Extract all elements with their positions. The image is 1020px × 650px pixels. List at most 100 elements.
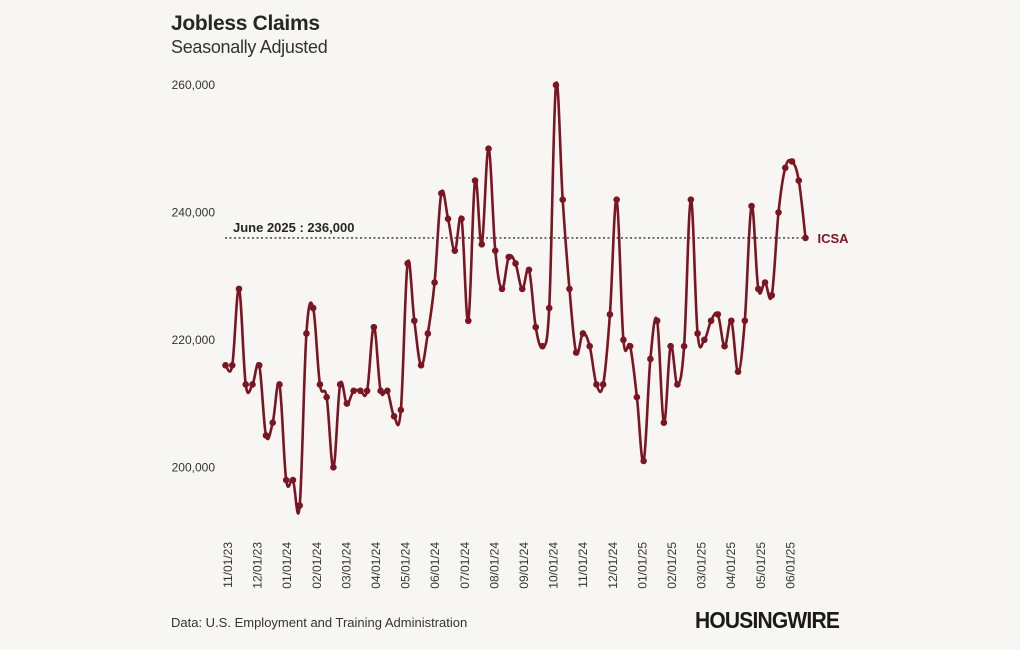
data-point (687, 196, 695, 203)
data-point (485, 145, 492, 153)
data-point (424, 330, 432, 337)
x-tick-label: 06/01/24 (428, 542, 442, 589)
data-point (289, 476, 297, 484)
data-point (350, 387, 357, 395)
data-point (640, 457, 647, 465)
chart-title: Jobless Claims (171, 12, 320, 35)
data-point (323, 393, 330, 401)
data-point (451, 247, 459, 254)
y-axis: 200,000 220,000 240,000 260,000 (172, 78, 216, 474)
x-axis: 11/01/23 12/01/23 01/01/24 02/01/24 03/01/24… (221, 542, 797, 589)
data-point (228, 362, 236, 369)
source-note: Data: U.S. Employment and Training Admin… (171, 615, 468, 630)
x-tick-label: 01/01/25 (635, 542, 649, 589)
x-tick-label: 04/01/24 (369, 542, 383, 589)
chart-subtitle: Seasonally Adjusted (171, 37, 328, 57)
x-tick-label: 05/01/25 (754, 542, 768, 589)
data-point (249, 381, 256, 388)
line-chart: 200,000 220,000 240,000 260,000 11/01/23 12/… (172, 78, 850, 589)
data-point (768, 291, 776, 299)
data-point (707, 317, 715, 325)
data-point (633, 393, 641, 401)
data-point (370, 323, 378, 331)
data-point (781, 164, 789, 172)
y-tick-label: 260,000 (172, 78, 216, 92)
data-point (357, 387, 364, 395)
data-point (235, 285, 243, 293)
data-point (701, 336, 708, 344)
data-point (404, 260, 411, 267)
data-point (721, 342, 728, 350)
data-point (417, 362, 425, 369)
x-tick-label: 11/01/24 (576, 542, 590, 588)
data-point (775, 209, 782, 216)
data-point (539, 342, 546, 350)
data-point (478, 240, 486, 248)
data-point (343, 400, 351, 407)
x-tick-label: 03/01/25 (695, 542, 709, 589)
data-point (384, 387, 391, 395)
data-point (363, 387, 371, 395)
data-point (525, 266, 533, 274)
y-tick-label: 220,000 (172, 333, 216, 347)
data-point (653, 317, 661, 325)
data-point (255, 362, 263, 369)
data-point (734, 368, 742, 376)
data-point (579, 330, 587, 337)
data-point (559, 196, 567, 203)
data-point (626, 342, 634, 350)
x-tick-label: 04/01/25 (724, 542, 738, 589)
data-point (599, 381, 607, 388)
data-point (754, 285, 762, 293)
data-point (741, 317, 749, 325)
x-tick-label: 08/01/24 (487, 542, 501, 589)
data-point (748, 202, 755, 210)
data-point (788, 158, 796, 165)
data-point (667, 342, 674, 350)
data-point (491, 247, 499, 254)
series-label: ICSA (818, 231, 850, 246)
data-point (795, 177, 803, 184)
data-point (593, 381, 600, 388)
data-point (728, 317, 735, 325)
data-point (802, 234, 809, 242)
data-point (444, 215, 452, 223)
reference-line-group: June 2025 : 236,000 (225, 220, 808, 239)
data-point (464, 317, 472, 325)
data-point (761, 279, 769, 286)
data-point (647, 355, 654, 363)
housingwire-logo: HOUSINGWIRE (695, 608, 840, 634)
data-point (512, 260, 519, 267)
x-tick-label: 02/01/24 (310, 542, 324, 589)
data-point (431, 279, 438, 286)
data-point (262, 432, 270, 439)
data-point (586, 342, 593, 350)
data-point (303, 330, 310, 337)
data-point (377, 387, 384, 395)
data-point (680, 342, 688, 350)
data-point (552, 81, 560, 89)
x-tick-label: 11/01/23 (221, 542, 235, 588)
data-point (545, 304, 553, 312)
x-tick-label: 02/01/25 (665, 542, 679, 589)
data-point (606, 311, 614, 318)
data-point (532, 323, 540, 331)
series-line-icsa (224, 81, 807, 515)
data-point (438, 190, 445, 197)
x-tick-label: 12/01/23 (251, 542, 265, 589)
x-tick-label: 06/01/25 (783, 542, 797, 589)
data-point (316, 381, 324, 388)
x-tick-label: 09/01/24 (517, 542, 531, 589)
data-point (674, 381, 681, 388)
data-point (411, 317, 418, 325)
x-tick-label: 05/01/24 (399, 542, 413, 589)
data-point (390, 413, 398, 420)
data-point (458, 215, 465, 223)
data-point (330, 463, 337, 471)
data-point (572, 349, 580, 356)
data-point (336, 381, 344, 388)
data-point (242, 381, 250, 388)
reference-line-label: June 2025 : 236,000 (233, 220, 354, 235)
data-point (276, 381, 283, 388)
data-point (620, 336, 627, 344)
